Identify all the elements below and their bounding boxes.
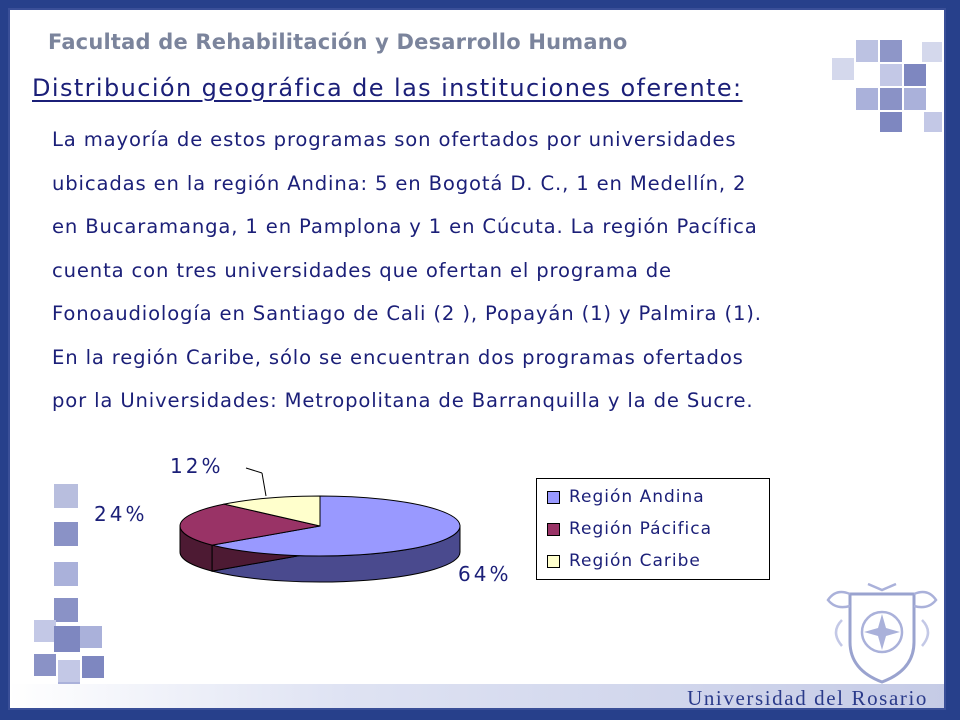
slice-pacifica	[179, 503, 321, 546]
legend-item-pacifica: Región Pácifica	[547, 519, 712, 539]
legend-swatch	[547, 554, 560, 568]
legend-swatch	[547, 522, 560, 536]
legend-swatch	[547, 490, 560, 504]
slide-title: Distribución geográfica de las instituci…	[32, 74, 743, 102]
slice-andina	[212, 495, 461, 557]
legend-label: Región Caribe	[569, 551, 701, 571]
body-line: cuenta con tres universidades que oferta…	[52, 258, 672, 282]
leader-line-caribe	[245, 467, 263, 474]
chart-legend: Región Andina Región Pácifica Región Car…	[536, 478, 770, 580]
body-paragraph: La mayoría de estos programas son oferta…	[52, 118, 932, 423]
footer-band	[8, 684, 946, 710]
faculty-header: Facultad de Rehabilitación y Desarrollo …	[48, 30, 628, 54]
body-line: La mayoría de estos programas son oferta…	[52, 128, 737, 151]
legend-label: Región Pácifica	[569, 519, 713, 539]
legend-item-andina: Región Andina	[547, 487, 705, 507]
university-crest-icon	[826, 582, 938, 684]
data-label-andina: 64%	[458, 562, 512, 586]
body-line: En la región Caribe, sólo se encuentran …	[52, 345, 744, 369]
decorative-squares-top	[832, 40, 942, 132]
university-name: Universidad del Rosario	[687, 686, 928, 710]
data-label-caribe: 12%	[170, 454, 224, 478]
body-line: en Bucaramanga, 1 en Pamplona y 1 en Cúc…	[52, 215, 758, 238]
body-line: Fonoaudiología en Santiago de Cali (2 ),…	[52, 302, 762, 325]
pie-tops	[179, 495, 461, 557]
legend-item-caribe: Región Caribe	[547, 551, 701, 571]
slide-content: Facultad de Rehabilitación y Desarrollo …	[8, 8, 946, 710]
body-line: por la Universidades: Metropolitana de B…	[52, 389, 754, 412]
data-label-pacifica: 24%	[94, 502, 148, 526]
leader-line-caribe	[261, 472, 267, 497]
decorative-squares-left	[34, 484, 104, 698]
legend-label: Región Andina	[569, 487, 705, 507]
body-line: ubicadas en la región Andina: 5 en Bogot…	[52, 171, 747, 195]
pie-chart	[179, 467, 461, 583]
slice-caribe	[224, 495, 321, 527]
